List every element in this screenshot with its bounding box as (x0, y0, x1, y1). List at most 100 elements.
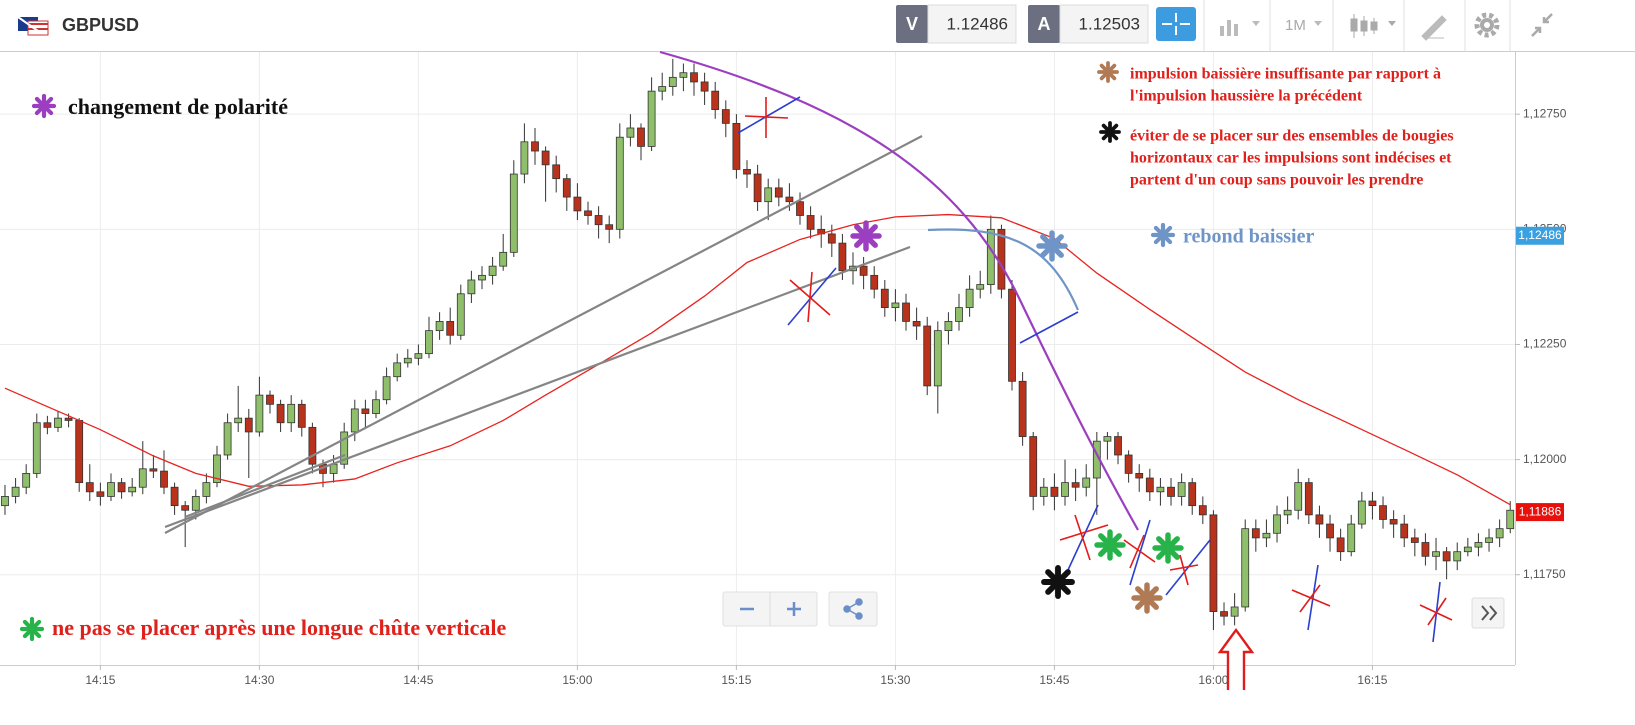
candle-body (340, 431, 349, 465)
candle-body (54, 417, 62, 428)
rebound-curve (927, 228, 1080, 311)
candle-body (668, 76, 677, 87)
candle-body (467, 279, 476, 295)
candle-body (414, 353, 423, 359)
candle-body (425, 330, 433, 355)
zoom-in[interactable] (787, 602, 801, 616)
sell-button[interactable] (896, 5, 928, 43)
candle-body (1177, 482, 1186, 497)
buy-button[interactable] (1028, 5, 1060, 43)
candle-body (1135, 473, 1144, 479)
asterisk (31, 93, 57, 119)
timeframe[interactable]: 1M (1285, 17, 1306, 34)
drawings (164, 50, 1453, 690)
buy-label: A (1038, 14, 1051, 34)
annotation: éviter de se placer sur des ensembles de… (1130, 128, 1454, 145)
candle-body (382, 376, 391, 401)
candle-body (191, 496, 200, 511)
x-tick-label: 16:15 (1357, 673, 1387, 687)
draw-tool-button[interactable] (1421, 15, 1447, 41)
candle-body (1421, 542, 1430, 557)
candle-body (1198, 505, 1207, 516)
candle-body (743, 169, 751, 175)
trendline (164, 135, 923, 534)
trendline (184, 453, 346, 519)
sell-price: 1.12486 (947, 14, 1008, 33)
asterisk-arm (1156, 536, 1180, 560)
candle-body (880, 288, 889, 309)
candle-body (1347, 523, 1356, 553)
candle-body (1050, 486, 1059, 497)
candle-style-button[interactable] (1350, 14, 1396, 38)
candle-body (955, 307, 963, 322)
candle-body (965, 288, 974, 309)
x-tick-label: 15:30 (880, 673, 910, 687)
asterisk (1041, 565, 1075, 599)
chart-type-button[interactable] (1220, 20, 1260, 36)
candle-body (1103, 436, 1112, 442)
candle-body (128, 486, 137, 493)
candle-body (43, 422, 52, 428)
candle-body (1294, 482, 1303, 511)
up-arrow (1217, 627, 1255, 690)
candle-body (1262, 532, 1271, 539)
candle-body (372, 399, 380, 414)
candle-body (1209, 514, 1218, 612)
asterisk (1099, 121, 1121, 143)
collapse-button[interactable] (1531, 13, 1553, 37)
candle-body (902, 302, 910, 322)
y-tick-label: 1,11750 (1523, 567, 1566, 581)
candle-body (64, 417, 73, 421)
candle-body (1495, 528, 1504, 539)
y-tick-label: 1,12000 (1523, 452, 1567, 466)
candle-body (1506, 509, 1515, 530)
candle-body (1188, 482, 1197, 507)
x-tick-label: 14:45 (403, 673, 433, 687)
candle-body (1145, 477, 1154, 493)
candle-body (1442, 551, 1451, 562)
price-marker (1516, 226, 1564, 245)
share-button[interactable] (828, 591, 878, 627)
annotation: changement de polarité (68, 94, 288, 119)
candle-body (1167, 486, 1175, 497)
candle-body (986, 228, 995, 285)
candle-body (244, 417, 253, 433)
candle-body (827, 233, 836, 244)
candle-body (637, 127, 645, 147)
candle-body (1283, 509, 1292, 516)
candle-body (711, 90, 720, 110)
crosshair-button[interactable] (1156, 7, 1196, 41)
candle-body (1039, 486, 1048, 497)
settings-button[interactable] (1474, 12, 1500, 38)
candle-body (700, 81, 709, 92)
candle-body (170, 486, 179, 507)
candle-body (764, 187, 773, 203)
candle-body (1114, 436, 1122, 456)
price-marker-label: 1,11886 (1519, 504, 1562, 518)
candle-body (753, 173, 762, 203)
candle-body (1008, 288, 1016, 382)
candle-body (1071, 482, 1080, 488)
candle-body (594, 215, 603, 226)
candle-body (679, 72, 688, 78)
x-tick-label: 16:00 (1198, 673, 1228, 687)
sell-label: V (906, 14, 918, 34)
candle-body (912, 321, 921, 327)
x-tick-label: 14:30 (244, 673, 274, 687)
annotation: horizontaux car les impulsions sont indé… (1130, 150, 1452, 167)
red-crosses (744, 97, 1453, 626)
candle-body (891, 302, 900, 309)
candle-body (732, 122, 741, 170)
buy-price-box (1059, 4, 1149, 44)
candle-body (181, 505, 190, 511)
asterisk (1150, 222, 1176, 248)
asterisk (1152, 532, 1184, 564)
candle-body (1124, 454, 1133, 474)
candle-body (499, 251, 508, 267)
candle-body (584, 210, 592, 216)
candle-body (838, 242, 847, 272)
candle-body (308, 426, 317, 465)
timeframe-caret (1314, 21, 1322, 26)
candle-body (117, 482, 126, 493)
buy-price: 1.12503 (1079, 14, 1140, 33)
